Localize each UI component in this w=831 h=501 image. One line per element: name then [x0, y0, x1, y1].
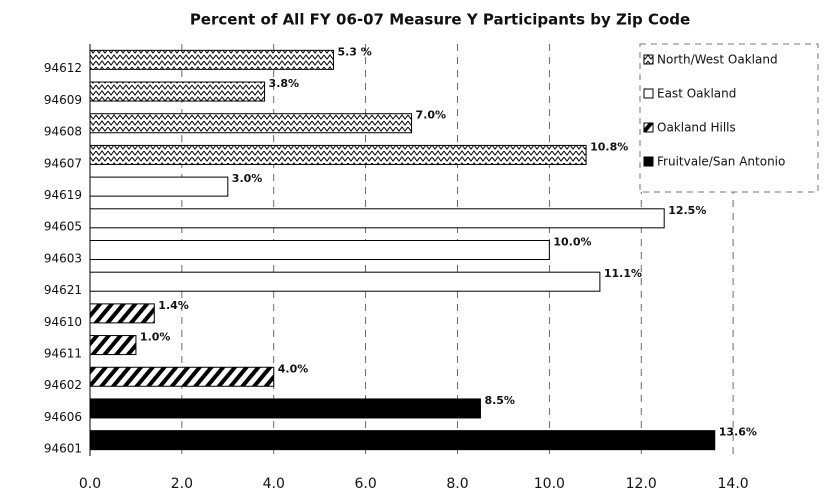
bar [89, 398, 481, 419]
value-label: 4.0% [278, 362, 309, 375]
bar [89, 271, 601, 292]
y-tick-label: 94619 [44, 188, 82, 202]
chart-title: Percent of All FY 06-07 Measure Y Partic… [190, 11, 690, 29]
y-tick-label: 94612 [44, 61, 82, 75]
bar [89, 239, 550, 261]
x-tick-label: 8.0 [446, 476, 468, 492]
value-label: 10.8% [590, 140, 628, 153]
legend-label: Oakland Hills [657, 121, 736, 135]
x-tick-label: 10.0 [534, 476, 565, 492]
y-tick-label: 94611 [44, 346, 82, 360]
y-tick-label: 94610 [44, 315, 82, 329]
bar [89, 81, 266, 102]
legend-swatch [643, 156, 654, 167]
legend-label: Fruitvale/San Antonio [657, 155, 785, 169]
bar [89, 176, 229, 197]
bar [89, 430, 716, 451]
value-label: 10.0% [553, 235, 591, 248]
value-label: 12.5% [668, 204, 706, 217]
value-label: 1.4% [158, 299, 189, 312]
y-tick-label: 94609 [44, 93, 82, 107]
value-label: 1.0% [140, 331, 171, 344]
bar [89, 335, 137, 356]
x-tick-label: 14.0 [718, 476, 749, 492]
y-tick-label: 94605 [44, 220, 82, 234]
value-label: 11.1% [604, 267, 642, 280]
legend-swatch [643, 122, 654, 133]
value-label: 3.8% [269, 77, 300, 90]
legend-box [639, 43, 819, 193]
value-label: 8.5% [484, 394, 515, 407]
y-tick-label: 94621 [44, 283, 82, 297]
y-tick-label: 94606 [44, 410, 82, 424]
legend-label: East Oakland [657, 87, 736, 101]
bar [89, 208, 665, 229]
bar [89, 113, 413, 134]
bar [89, 366, 275, 387]
y-tick-label: 94608 [44, 125, 82, 139]
legend-label: North/West Oakland [657, 53, 778, 67]
legend-swatch [643, 88, 654, 99]
legend-swatch [643, 54, 654, 65]
x-tick-label: 6.0 [354, 476, 376, 492]
bar [89, 303, 155, 324]
x-tick-label: 4.0 [263, 476, 285, 492]
y-tick-label: 94601 [44, 442, 82, 456]
x-tick-label: 12.0 [626, 476, 657, 492]
y-tick-label: 94602 [44, 378, 82, 392]
y-tick-label: 94607 [44, 156, 82, 170]
bar [89, 144, 587, 165]
value-label: 3.0% [232, 172, 263, 185]
bar [89, 49, 334, 70]
x-tick-label: 2.0 [171, 476, 193, 492]
value-label: 5.3 % [337, 45, 371, 58]
x-tick-label: 0.0 [79, 476, 101, 492]
y-tick-label: 94603 [44, 251, 82, 265]
value-label: 13.6% [719, 426, 757, 439]
value-label: 7.0% [416, 109, 447, 122]
